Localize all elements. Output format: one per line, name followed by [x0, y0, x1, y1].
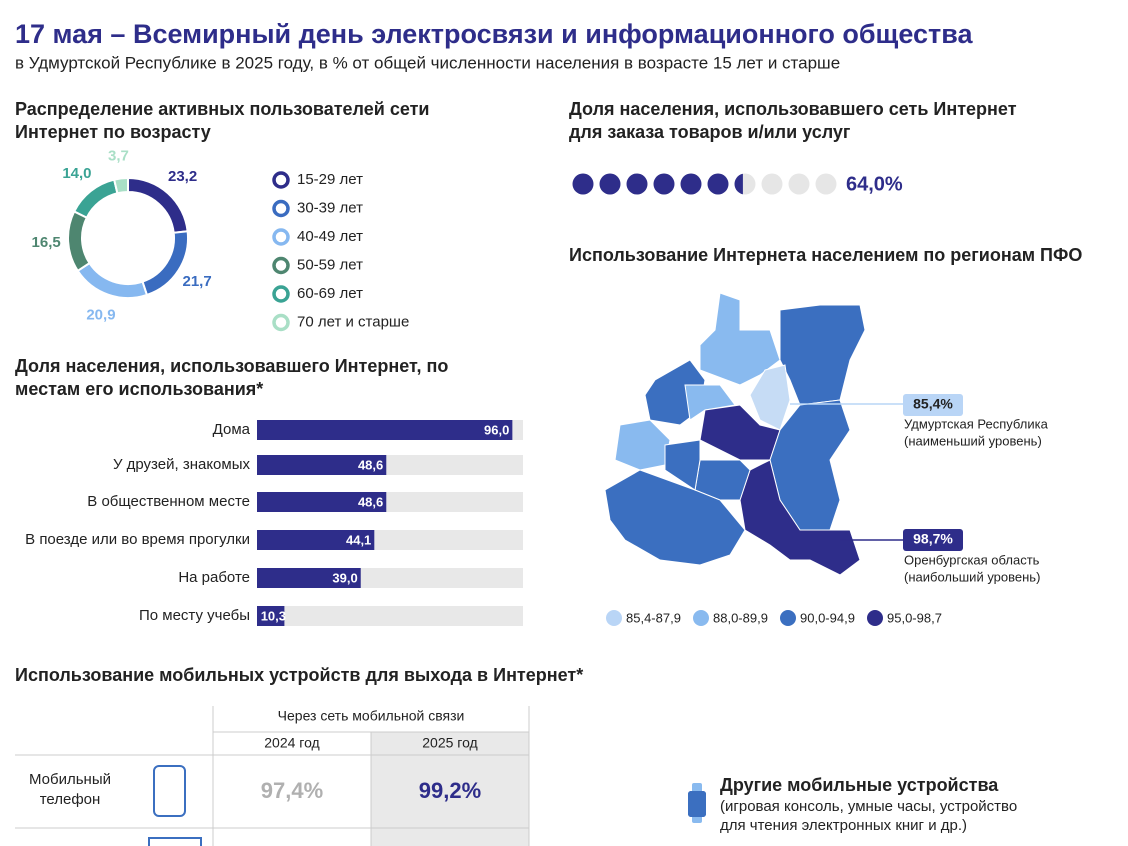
callout-name: Оренбургская область: [904, 552, 1040, 567]
map: [604, 292, 963, 576]
donut-segment: [67, 210, 91, 273]
mobile-title: Использование мобильных устройств для вы…: [15, 665, 583, 685]
data-label: 3,7: [108, 148, 129, 165]
chart-title: Доля населения, использовавшего Интернет…: [15, 356, 448, 399]
map-title: Использование Интернета населением по ре…: [569, 245, 1082, 265]
dot: [626, 173, 648, 195]
other-desc: (игровая консоль, умные часы, устройство: [720, 798, 1017, 815]
table-value: 99,2%: [419, 778, 481, 803]
title: 17 мая – Всемирный день электросвязи и и…: [15, 19, 973, 49]
bar: [257, 530, 375, 550]
bar: [257, 492, 387, 512]
category-label: В поезде или во время прогулки: [25, 531, 250, 548]
dot: [653, 173, 675, 195]
data-label: 20,9: [86, 306, 115, 323]
legend-label: 88,0-89,9: [713, 610, 768, 625]
data-label: 96,0: [484, 422, 509, 437]
dot: [734, 173, 743, 195]
other-title: Другие мобильные устройства: [720, 775, 999, 795]
donut-segment: [76, 261, 149, 299]
dot-empty: [788, 173, 810, 195]
legend-marker: [272, 171, 290, 189]
category-label: По месту учебы: [139, 607, 250, 624]
table-year: 2025 год: [422, 735, 477, 751]
legend-marker: [780, 610, 796, 626]
callout-note: (наименьший уровень): [904, 433, 1042, 448]
category-label: Дома: [213, 421, 251, 438]
legend-marker: [606, 610, 622, 626]
dot-empty: [761, 173, 783, 195]
donut-segment: [72, 178, 119, 219]
bar: [257, 420, 513, 440]
donut-segment: [141, 230, 189, 297]
data-label: 48,6: [358, 457, 383, 472]
legend-marker: [867, 610, 883, 626]
legend-marker: [272, 228, 290, 246]
category-label: У друзей, знакомых: [113, 456, 251, 473]
dot: [707, 173, 729, 195]
chart-title: Доля населения, использовавшего сеть Инт…: [569, 99, 1017, 142]
category-label: В общественном месте: [87, 493, 250, 510]
bar: [257, 455, 387, 475]
category-label: На работе: [178, 569, 250, 586]
callout-value: 98,7%: [913, 531, 953, 547]
chart-title: Распределение активных пользователей сет…: [15, 99, 430, 142]
legend-marker: [272, 199, 290, 218]
legend-label: 90,0-94,9: [800, 610, 855, 625]
subtitle: в Удмуртской Республике в 2025 году, в %…: [15, 53, 840, 72]
dot: [599, 173, 621, 195]
row-label: Мобильный телефон: [29, 771, 111, 808]
legend-label: 15-29 лет: [297, 171, 363, 188]
data-label: 48,6: [358, 494, 383, 509]
legend-marker: [272, 285, 290, 303]
bar: [257, 606, 285, 626]
data-label: 10,3: [261, 608, 286, 623]
data-label: 21,7: [182, 273, 211, 290]
other-desc: для чтения электронных книг и др.): [720, 817, 967, 834]
dot: [680, 173, 702, 195]
legend-marker: [272, 256, 290, 275]
data-label: 39,0: [332, 570, 357, 585]
legend-label: 70 лет и старше: [297, 313, 409, 330]
legend-label: 85,4-87,9: [626, 610, 681, 625]
legend-label: 30-39 лет: [297, 199, 363, 216]
legend-label: 40-49 лет: [297, 228, 363, 245]
legend-label: 50-59 лет: [297, 256, 363, 273]
legend-marker: [272, 313, 290, 332]
data-label: 44,1: [346, 532, 371, 547]
data-label: 23,2: [168, 168, 197, 185]
callout-value: 85,4%: [913, 396, 953, 412]
table-value: 97,4%: [261, 778, 323, 803]
table-year: 2024 год: [264, 735, 319, 751]
dot: [572, 173, 594, 195]
dot-empty: [815, 173, 837, 195]
legend-marker: [693, 610, 709, 626]
legend-label: 60-69 лет: [297, 285, 363, 302]
bar: [257, 568, 361, 588]
data-label: 64,0%: [846, 173, 903, 195]
callout-name: Удмуртская Республика: [904, 416, 1049, 431]
table: [15, 706, 706, 846]
donut-segment: [112, 176, 129, 195]
callout-note: (наибольший уровень): [904, 569, 1040, 584]
bar-track: [257, 606, 523, 626]
donut-segment: [127, 176, 189, 234]
data-label: 16,5: [32, 234, 61, 251]
legend-label: 95,0-98,7: [887, 610, 942, 625]
table-group: Через сеть мобильной связи: [278, 708, 465, 724]
data-label: 14,0: [62, 165, 91, 182]
